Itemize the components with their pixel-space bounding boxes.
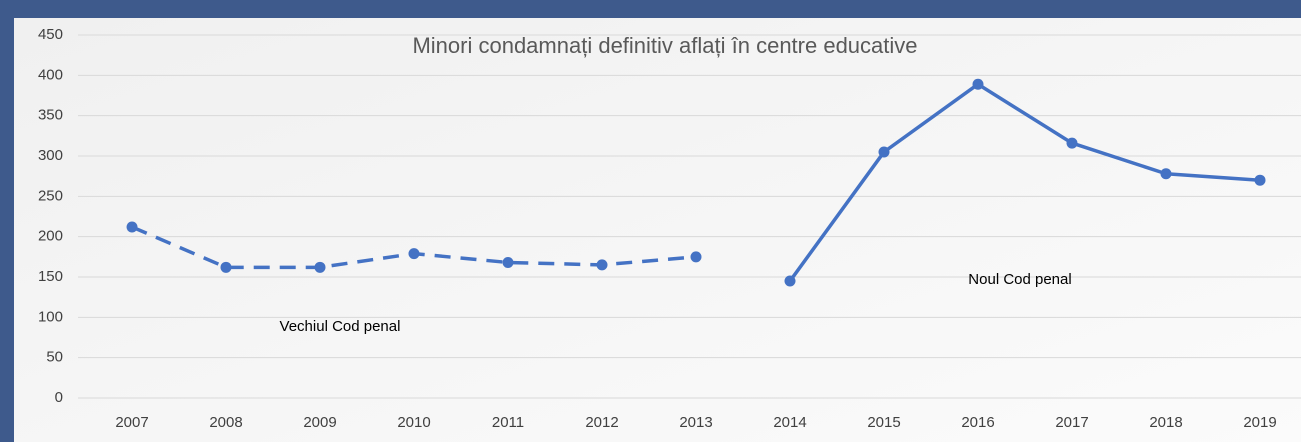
- x-tick-label: 2016: [961, 414, 994, 431]
- x-tick-label: 2015: [867, 414, 900, 431]
- x-tick-label: 2010: [397, 414, 430, 431]
- x-tick-label: 2007: [115, 414, 148, 431]
- series-line: [788, 82, 1261, 283]
- series-annotation: Noul Cod penal: [968, 271, 1071, 288]
- data-point: [1254, 174, 1266, 186]
- data-point: [314, 261, 326, 273]
- y-tick-label: 150: [38, 268, 63, 285]
- data-point: [408, 248, 420, 260]
- x-tick-label: 2014: [773, 414, 806, 431]
- data-point: [690, 251, 702, 263]
- x-tick-label: 2013: [679, 414, 712, 431]
- chart-title: Minori condamnați definitiv aflați în ce…: [412, 33, 917, 58]
- series-annotation: Vechiul Cod penal: [280, 318, 401, 335]
- y-tick-label: 100: [38, 308, 63, 325]
- y-tick-label: 0: [55, 389, 63, 406]
- x-tick-label: 2012: [585, 414, 618, 431]
- y-tick-label: 400: [38, 66, 63, 83]
- x-tick-label: 2017: [1055, 414, 1088, 431]
- data-point: [596, 259, 608, 271]
- data-point: [972, 78, 984, 90]
- x-tick-label: 2009: [303, 414, 336, 431]
- data-point: [220, 261, 232, 273]
- y-tick-label: 250: [38, 187, 63, 204]
- data-point: [784, 275, 796, 287]
- data-point: [1160, 168, 1172, 180]
- x-tick-label: 2011: [492, 414, 524, 431]
- y-tick-label: 450: [38, 26, 63, 43]
- data-point: [878, 146, 890, 158]
- y-tick-label: 50: [46, 349, 63, 366]
- x-tick-label: 2018: [1149, 414, 1182, 431]
- x-tick-label: 2019: [1243, 414, 1276, 431]
- plot-background: [14, 18, 1301, 442]
- y-tick-label: 200: [38, 228, 63, 245]
- data-point: [1066, 137, 1078, 149]
- data-point: [126, 221, 138, 233]
- data-point: [502, 256, 514, 268]
- y-tick-label: 350: [38, 107, 63, 124]
- x-tick-label: 2008: [209, 414, 242, 431]
- y-tick-label: 300: [38, 147, 63, 164]
